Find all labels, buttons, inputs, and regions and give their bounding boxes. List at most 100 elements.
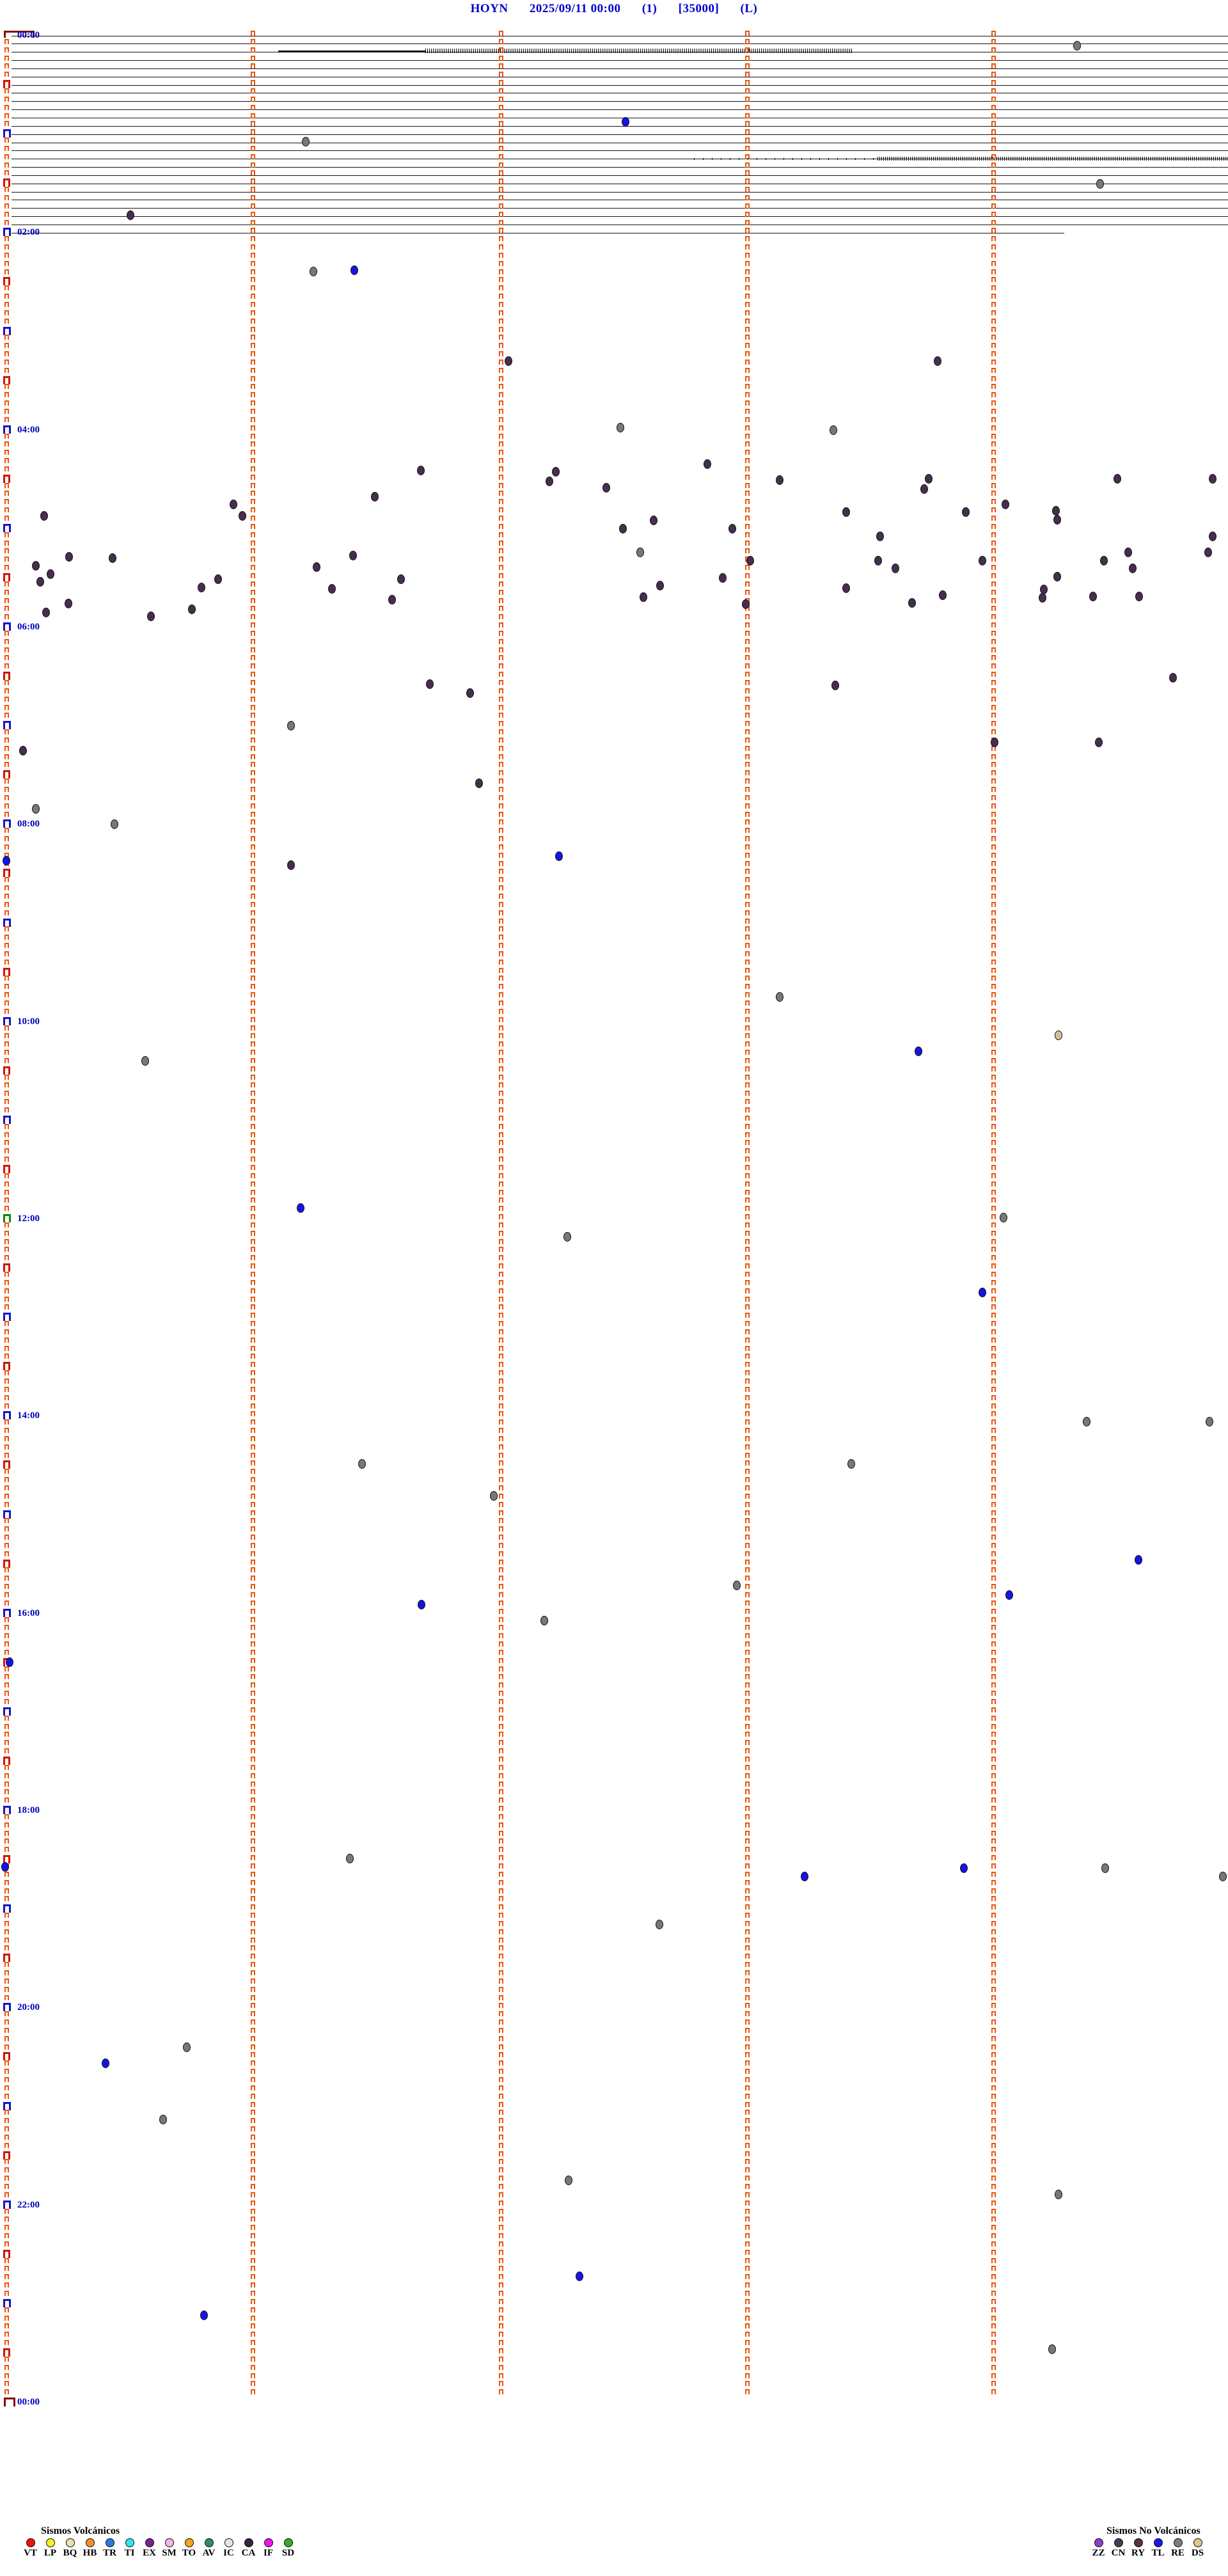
event-dot-CN[interactable] (239, 511, 246, 521)
event-dot-CN[interactable] (979, 556, 986, 565)
event-dot-TL[interactable] (102, 2058, 109, 2068)
event-dot-CN[interactable] (349, 551, 357, 560)
event-dot-CN[interactable] (920, 484, 928, 494)
event-dot-CN[interactable] (40, 511, 48, 521)
event-dot-RE[interactable] (636, 548, 644, 557)
event-dot-RE[interactable] (617, 423, 624, 432)
event-dot-TL[interactable] (1005, 1590, 1013, 1600)
event-dot-RE[interactable] (1219, 1872, 1227, 1881)
event-dot-RE[interactable] (490, 1491, 498, 1501)
event-dot-CN[interactable] (842, 583, 850, 593)
event-dot-TL[interactable] (418, 1600, 425, 1609)
event-dot-CN[interactable] (934, 356, 941, 366)
event-dot-TL[interactable] (3, 856, 10, 865)
event-dot-RE[interactable] (310, 267, 317, 276)
event-dot-CN[interactable] (962, 507, 970, 517)
event-dot-CN[interactable] (388, 595, 396, 604)
event-dot-CN[interactable] (188, 604, 196, 614)
event-dot-RE[interactable] (847, 1459, 855, 1469)
event-dot-RE[interactable] (32, 804, 40, 814)
event-dot-RE[interactable] (565, 2176, 572, 2185)
event-dot-RE[interactable] (141, 1056, 149, 1066)
event-dot-CN[interactable] (1089, 592, 1097, 601)
event-dot-RE[interactable] (1206, 1417, 1213, 1426)
event-dot-RE[interactable] (656, 1920, 663, 1929)
event-dot-RE[interactable] (183, 2043, 191, 2052)
event-dot-CN[interactable] (939, 590, 947, 600)
event-dot-CN[interactable] (1100, 556, 1108, 565)
event-dot-CN[interactable] (1124, 548, 1132, 557)
event-dot-CN[interactable] (65, 552, 73, 562)
event-dot-CN[interactable] (552, 467, 560, 477)
event-dot-TL[interactable] (576, 2272, 583, 2281)
event-dot-CN[interactable] (1053, 515, 1061, 525)
event-dot-CN[interactable] (728, 524, 736, 533)
event-dot-TL[interactable] (200, 2311, 208, 2320)
event-dot-CN[interactable] (127, 210, 134, 220)
event-dot-CN[interactable] (1053, 572, 1061, 581)
event-dot-RE[interactable] (1048, 2344, 1056, 2354)
event-dot-CN[interactable] (198, 583, 205, 592)
event-dot-RE[interactable] (1073, 41, 1081, 51)
event-dot-CN[interactable] (230, 500, 237, 509)
event-dot-RE[interactable] (287, 721, 295, 731)
event-dot-CN[interactable] (742, 599, 750, 609)
event-dot-RE[interactable] (346, 1854, 354, 1863)
event-dot-CN[interactable] (619, 524, 627, 533)
event-dot-RE[interactable] (302, 137, 310, 146)
event-dot-CN[interactable] (1135, 592, 1143, 601)
event-dot-RE[interactable] (540, 1616, 548, 1625)
event-dot-CN[interactable] (656, 581, 664, 590)
event-dot-CN[interactable] (719, 573, 727, 583)
event-dot-CN[interactable] (892, 564, 899, 573)
event-dot-CN[interactable] (1209, 474, 1216, 484)
event-dot-CN[interactable] (1039, 593, 1046, 603)
event-dot-RE[interactable] (111, 819, 118, 829)
event-dot-TL[interactable] (622, 117, 629, 127)
event-dot-CN[interactable] (602, 483, 610, 493)
event-dot-CN[interactable] (1002, 500, 1009, 509)
event-dot-CN[interactable] (874, 556, 882, 565)
event-dot-CN[interactable] (640, 592, 647, 602)
event-dot-RE[interactable] (1101, 1863, 1109, 1873)
event-dot-TL[interactable] (979, 1288, 986, 1297)
event-dot-RE[interactable] (776, 992, 783, 1002)
event-dot-CN[interactable] (746, 556, 754, 565)
event-dot-TL[interactable] (350, 265, 358, 275)
event-dot-CN[interactable] (1052, 506, 1060, 516)
event-dot-TL[interactable] (555, 851, 563, 861)
event-dot-CN[interactable] (876, 532, 884, 541)
event-dot-CN[interactable] (42, 608, 50, 617)
event-dot-CN[interactable] (505, 356, 512, 366)
event-dot-TL[interactable] (915, 1047, 922, 1056)
event-dot-CN[interactable] (842, 507, 850, 517)
event-dot-CN[interactable] (32, 561, 40, 571)
event-dot-CN[interactable] (371, 492, 379, 502)
event-dot-CN[interactable] (1114, 474, 1121, 484)
event-dot-CN[interactable] (908, 598, 916, 608)
event-dot-TL[interactable] (297, 1203, 304, 1213)
event-dot-CN[interactable] (417, 466, 425, 475)
event-dot-CN[interactable] (147, 612, 155, 621)
event-dot-CN[interactable] (704, 459, 711, 469)
event-dot-DS[interactable] (1055, 1031, 1062, 1040)
event-dot-CN[interactable] (47, 569, 54, 579)
event-dot-RE[interactable] (358, 1459, 366, 1469)
event-dot-CN[interactable] (109, 553, 116, 563)
event-dot-CN[interactable] (776, 475, 783, 485)
event-dot-CN[interactable] (328, 584, 336, 594)
event-dot-CN[interactable] (650, 516, 657, 525)
event-dot-TL[interactable] (1, 1862, 9, 1872)
event-dot-CN[interactable] (214, 574, 222, 584)
event-dot-CN[interactable] (466, 688, 474, 698)
event-dot-RE[interactable] (563, 1232, 571, 1242)
event-dot-CN[interactable] (426, 679, 434, 689)
event-dot-CN[interactable] (36, 577, 44, 587)
event-dot-RE[interactable] (1096, 179, 1104, 189)
event-dot-RE[interactable] (830, 425, 837, 435)
event-dot-RE[interactable] (1000, 1213, 1007, 1222)
event-dot-CN[interactable] (1169, 673, 1177, 683)
event-dot-CN[interactable] (546, 477, 553, 486)
event-dot-TL[interactable] (6, 1657, 13, 1667)
event-dot-CN[interactable] (287, 860, 295, 870)
